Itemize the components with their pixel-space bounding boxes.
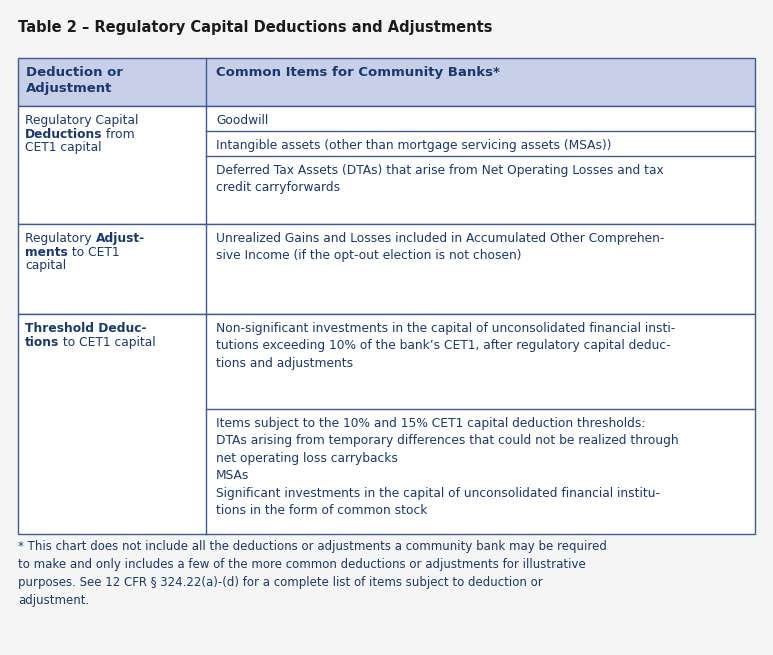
- Text: CET1 capital: CET1 capital: [25, 141, 101, 155]
- Text: Unrealized Gains and Losses included in Accumulated Other Comprehen-
sive Income: Unrealized Gains and Losses included in …: [216, 232, 664, 263]
- Text: Deductions: Deductions: [25, 128, 103, 141]
- Bar: [18, 224, 755, 314]
- Text: Items subject to the 10% and 15% CET1 capital deduction thresholds:
DTAs arising: Items subject to the 10% and 15% CET1 ca…: [216, 417, 679, 517]
- Text: Deferred Tax Assets (DTAs) that arise from Net Operating Losses and tax
credit c: Deferred Tax Assets (DTAs) that arise fr…: [216, 164, 664, 194]
- Text: * This chart does not include all the deductions or adjustments a community bank: * This chart does not include all the de…: [18, 540, 607, 607]
- Text: to CET1: to CET1: [68, 246, 119, 259]
- Bar: [18, 314, 755, 534]
- Text: Goodwill: Goodwill: [216, 114, 268, 127]
- Text: tions: tions: [25, 335, 60, 348]
- Text: Deduction or
Adjustment: Deduction or Adjustment: [26, 66, 123, 95]
- Text: Intangible assets (other than mortgage servicing assets (MSAs)): Intangible assets (other than mortgage s…: [216, 139, 611, 152]
- Text: Regulatory: Regulatory: [25, 232, 96, 245]
- Text: Table 2 – Regulatory Capital Deductions and Adjustments: Table 2 – Regulatory Capital Deductions …: [18, 20, 492, 35]
- Text: Regulatory Capital: Regulatory Capital: [25, 114, 138, 127]
- Text: Common Items for Community Banks*: Common Items for Community Banks*: [216, 66, 500, 79]
- Text: Threshold Deduc-: Threshold Deduc-: [25, 322, 147, 335]
- Text: from: from: [103, 128, 135, 141]
- Bar: [18, 58, 755, 106]
- Text: capital: capital: [25, 259, 66, 272]
- Text: to CET1 capital: to CET1 capital: [60, 335, 156, 348]
- Text: Non-significant investments in the capital of unconsolidated financial insti-
tu: Non-significant investments in the capit…: [216, 322, 675, 370]
- Bar: [18, 106, 755, 224]
- Text: Adjust-: Adjust-: [96, 232, 145, 245]
- Text: ments: ments: [25, 246, 68, 259]
